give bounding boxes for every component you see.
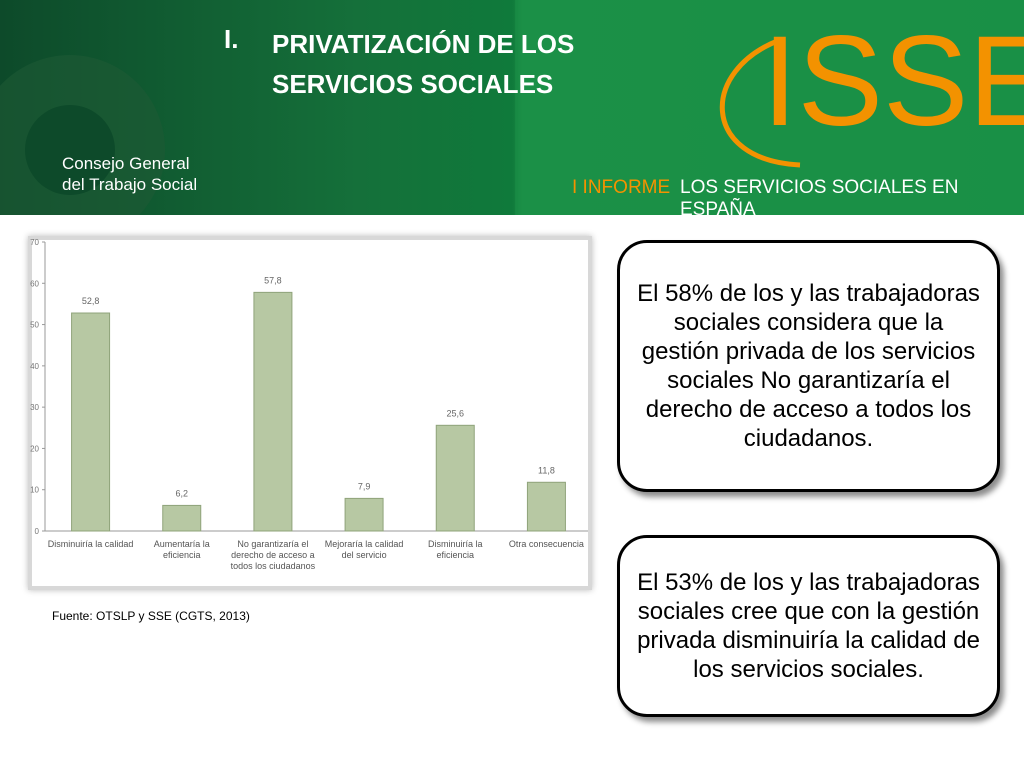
bar (526, 481, 566, 532)
callout: El 58% de los y las trabajadoras sociale… (617, 240, 1000, 492)
org-line: del Trabajo Social (62, 175, 198, 194)
x-tick-label: Disminuiría la calidad (47, 539, 134, 549)
x-tick-label: Mejoraría la calidad del servicio (324, 539, 404, 560)
value-label: 11,8 (538, 465, 555, 475)
value-label: 6,2 (175, 488, 188, 498)
source: Fuente: OTSLP y SSE (CGTS, 2013) (52, 609, 250, 623)
x-tick-label: Aumentaría la eficiencia (153, 539, 210, 560)
y-tick-label: 60 (30, 279, 39, 288)
logo: ISSE (762, 10, 1024, 153)
bar (344, 497, 384, 532)
x-tick-label: Disminuiría la eficiencia (427, 539, 483, 560)
x-tick-label: No garantizaría el derecho de acceso a t… (230, 539, 316, 571)
bar (253, 291, 293, 532)
value-label: 7,9 (358, 481, 371, 491)
y-tick-label: 0 (35, 527, 40, 536)
bar (435, 424, 475, 532)
title-number: I. (224, 24, 239, 54)
value-label: 57,8 (264, 275, 282, 285)
report-label: I INFORME (572, 177, 671, 198)
chart-frame (28, 236, 592, 590)
title: PRIVATIZACIÓN DE LOS SERVICIOS SOCIALES (272, 29, 575, 99)
value-label: 25,6 (446, 408, 464, 418)
x-tick-label: Otra consecuencia (508, 539, 584, 549)
callout: El 53% de los y las trabajadoras sociale… (617, 535, 1000, 717)
y-tick-label: 70 (30, 238, 39, 247)
header: I. PRIVATIZACIÓN DE LOS SERVICIOS SOCIAL… (0, 0, 1024, 215)
value-label: 52,8 (82, 296, 100, 306)
bar (71, 312, 111, 532)
y-tick-label: 50 (30, 321, 39, 330)
y-tick-label: 40 (30, 362, 39, 371)
org-line: Consejo General (62, 154, 190, 173)
bar (162, 504, 202, 532)
y-tick-label: 30 (30, 403, 39, 412)
header-decor (0, 0, 1024, 215)
report-title: LOS SERVICIOS SOCIALES EN ESPAÑA (680, 177, 959, 215)
y-tick-label: 10 (30, 486, 39, 495)
y-tick-label: 20 (30, 444, 39, 453)
